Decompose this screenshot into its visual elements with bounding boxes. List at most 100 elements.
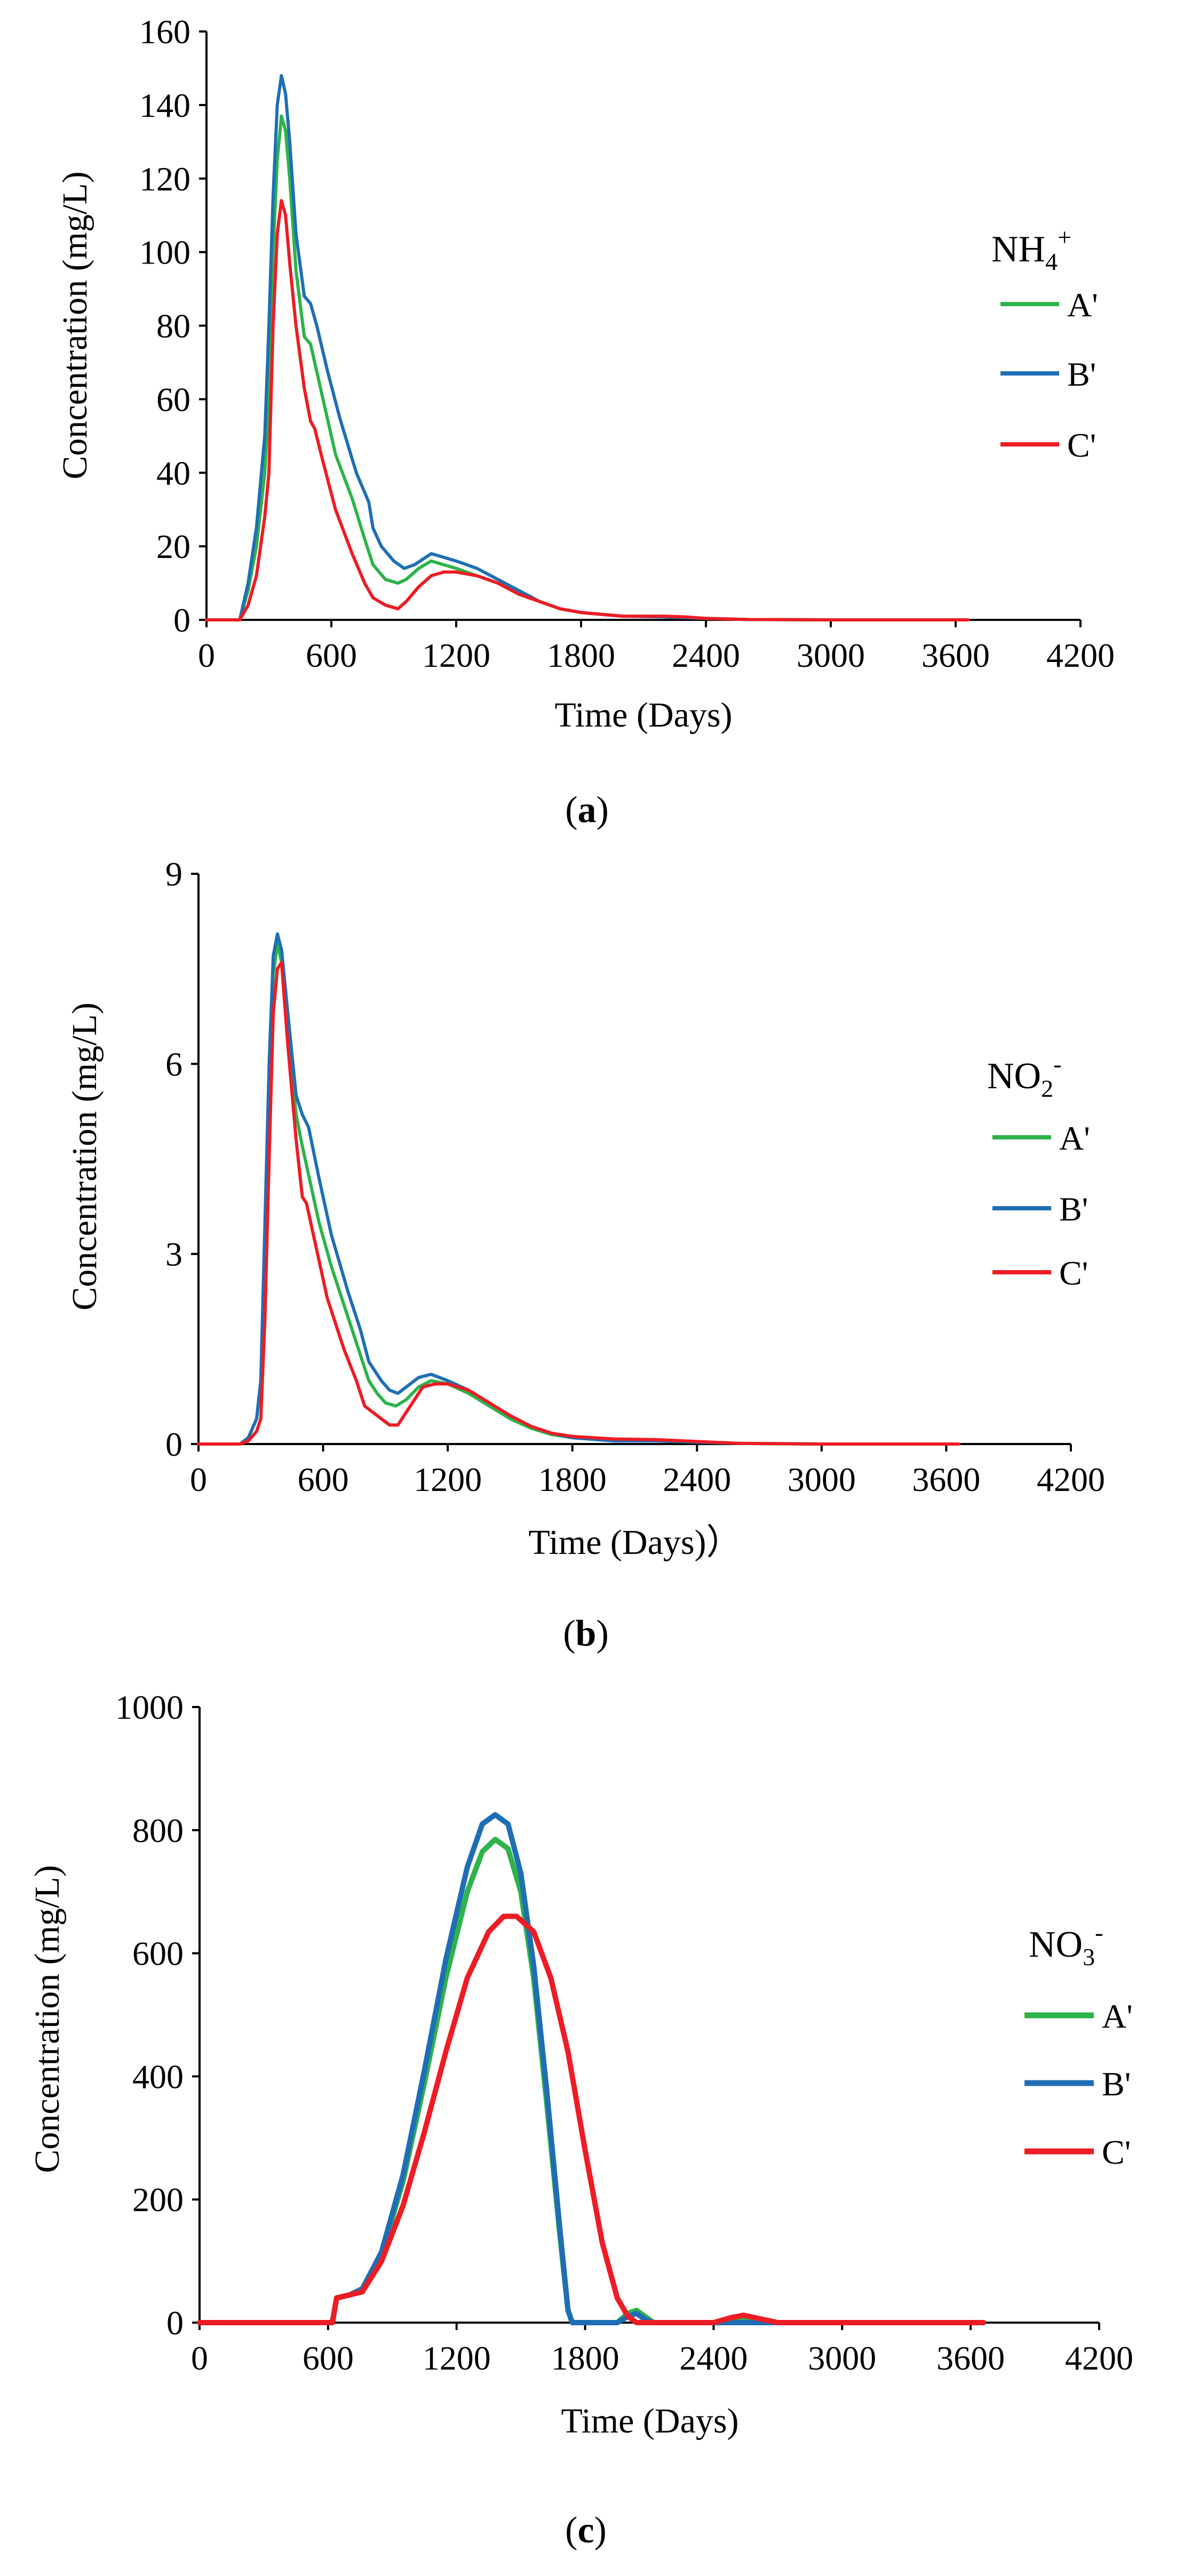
panel-a-x-tick-label: 3600 bbox=[921, 636, 990, 674]
panel-a-y-tick-label: 60 bbox=[156, 380, 190, 418]
panel-b-caption-letter: b bbox=[576, 1613, 597, 1654]
panel-b-series bbox=[197, 932, 960, 1446]
panel-b-x-tick-label: 600 bbox=[298, 1461, 349, 1498]
panel-c-series-a-line bbox=[197, 1837, 987, 2325]
panel-a-series-c-line bbox=[205, 199, 970, 621]
panel-a: 0 20 40 60 80 100 120 140 160 0 600 1200 1800 2400 30… bbox=[55, 13, 1115, 831]
panel-a-y-tick-label: 20 bbox=[156, 528, 190, 565]
panel-b-legend-title: NO2- bbox=[987, 1050, 1061, 1102]
panel-b-x-tick-label: 1800 bbox=[538, 1461, 607, 1498]
panel-b-legend-label-a: A' bbox=[1059, 1119, 1090, 1157]
panel-a-x-tick-label: 1800 bbox=[547, 636, 615, 674]
panel-b-x-tick-label: 0 bbox=[190, 1461, 207, 1498]
panel-a-y-ticks: 0 20 40 60 80 100 120 140 160 bbox=[139, 13, 206, 639]
panel-a-x-tick-label: 2400 bbox=[672, 636, 740, 674]
panel-b-legend-title-sub: 2 bbox=[1041, 1075, 1053, 1102]
panel-b-series-c-line bbox=[197, 961, 960, 1446]
panel-b-y-tick-label: 9 bbox=[165, 855, 182, 893]
panel-c-legend-label-c: C' bbox=[1102, 2133, 1131, 2171]
panel-b-x-tick-label: 2400 bbox=[663, 1461, 731, 1498]
panel-c-y-tick-label: 400 bbox=[132, 2057, 184, 2095]
panel-c-x-tick-label: 1200 bbox=[423, 2339, 491, 2377]
panel-a-legend-label-b: B' bbox=[1067, 355, 1096, 393]
panel-a-series-b-line bbox=[205, 74, 970, 621]
panel-c-caption-letter: c bbox=[577, 2510, 594, 2551]
panel-c-legend-title-sub: 3 bbox=[1083, 1943, 1095, 1971]
panel-a-x-ticks: 0 600 1200 1800 2400 3000 3600 4200 bbox=[198, 620, 1115, 674]
panel-b-legend-label-c: C' bbox=[1059, 1254, 1088, 1292]
panel-a-legend-title: NH4+ bbox=[991, 224, 1071, 275]
panel-c-y-ticks: 0 200 400 600 800 1000 bbox=[115, 1688, 200, 2342]
panel-c-x-axis-title: Time (Days) bbox=[561, 2402, 738, 2441]
panel-a-y-tick-label: 0 bbox=[173, 601, 190, 639]
panel-b-legend-title-main: NO bbox=[987, 1056, 1041, 1097]
panel-a-legend-title-sub: 4 bbox=[1045, 248, 1058, 275]
panel-a-y-tick-label: 80 bbox=[156, 307, 190, 345]
panel-c-legend: NO3- A' B' C' bbox=[1024, 1919, 1133, 2171]
panel-c-x-tick-label: 1800 bbox=[551, 2339, 619, 2377]
panel-a-y-tick-label: 140 bbox=[139, 86, 190, 124]
panel-c-x-tick-label: 4200 bbox=[1065, 2339, 1133, 2377]
panel-c-x-tick-label: 3000 bbox=[808, 2339, 876, 2377]
panel-c-series-c-line bbox=[197, 1913, 987, 2325]
panel-c-x-tick-label: 3600 bbox=[936, 2339, 1005, 2377]
panel-c-x-tick-label: 2400 bbox=[679, 2339, 748, 2377]
panel-b-y-tick-label: 6 bbox=[165, 1045, 182, 1083]
panel-b-y-axis-title: Concentration (mg/L) bbox=[65, 1002, 104, 1310]
panel-b-y-tick-label: 3 bbox=[165, 1235, 182, 1273]
panel-b-x-tick-label: 1200 bbox=[414, 1461, 482, 1498]
panel-b-x-axis-title: Time (Days)） bbox=[528, 1523, 741, 1562]
panel-a-x-tick-label: 4200 bbox=[1046, 636, 1115, 674]
panel-c-legend-title: NO3- bbox=[1029, 1919, 1103, 1971]
panel-a-legend-label-a: A' bbox=[1067, 286, 1098, 324]
panel-c-y-tick-label: 1000 bbox=[115, 1688, 184, 1726]
panel-a-legend-title-sup: + bbox=[1058, 224, 1071, 251]
panel-c-x-tick-label: 600 bbox=[303, 2339, 354, 2377]
panel-a-y-tick-label: 40 bbox=[156, 454, 190, 492]
panel-c-x-tick-label: 0 bbox=[191, 2339, 208, 2377]
panel-a-x-tick-label: 0 bbox=[198, 636, 215, 674]
panel-c-legend-label-a: A' bbox=[1102, 1997, 1133, 2035]
panel-c-legend-title-sup: - bbox=[1095, 1919, 1103, 1946]
panel-c-legend-title-main: NO bbox=[1029, 1924, 1083, 1965]
panel-a-y-tick-label: 160 bbox=[139, 13, 190, 51]
panel-c: 0 200 400 600 800 1000 0 600 1200 1800 2400 3000 36… bbox=[28, 1688, 1133, 2551]
panel-a-x-tick-label: 3000 bbox=[797, 636, 865, 674]
panel-a-series bbox=[205, 74, 970, 621]
panel-c-series-b-line bbox=[197, 1812, 987, 2325]
panel-c-series bbox=[197, 1812, 987, 2325]
panel-c-legend-label-b: B' bbox=[1102, 2065, 1131, 2103]
panel-b-caption: (b) bbox=[563, 1613, 609, 1654]
panel-b-y-ticks: 0 3 6 9 bbox=[165, 855, 198, 1463]
panel-b-series-a-line bbox=[197, 942, 960, 1446]
panel-a-series-a-line bbox=[205, 114, 970, 621]
panel-b-x-ticks: 0 600 1200 1800 2400 3000 3600 4200 bbox=[190, 1444, 1105, 1498]
panel-a-x-axis-title: Time (Days) bbox=[554, 696, 732, 735]
panel-b: 0 3 6 9 0 600 1200 1800 2400 3000 3600 4200 Concen… bbox=[65, 855, 1105, 1654]
panel-b-legend: NO2- A' B' C' bbox=[987, 1050, 1090, 1292]
panel-c-y-tick-label: 800 bbox=[132, 1812, 184, 1849]
panel-c-x-ticks: 0 600 1200 1800 2400 3000 3600 4200 bbox=[191, 2323, 1133, 2377]
panel-b-x-tick-label: 4200 bbox=[1037, 1461, 1105, 1498]
panel-b-x-tick-label: 3600 bbox=[912, 1461, 980, 1498]
panel-c-caption: (c) bbox=[565, 2510, 607, 2551]
panel-c-y-tick-label: 200 bbox=[132, 2181, 184, 2219]
panel-a-legend: NH4+ A' B' C' bbox=[991, 224, 1098, 464]
panel-b-y-tick-label: 0 bbox=[165, 1425, 182, 1463]
panel-a-legend-title-main: NH bbox=[991, 229, 1045, 270]
panel-a-x-tick-label: 600 bbox=[306, 636, 357, 674]
panel-b-series-b-line bbox=[197, 932, 960, 1446]
panel-a-caption-letter: a bbox=[578, 789, 597, 831]
panel-b-x-tick-label: 3000 bbox=[788, 1461, 856, 1498]
panel-c-y-axis-title: Concentration (mg/L) bbox=[28, 1865, 67, 2173]
panel-a-y-tick-label: 100 bbox=[139, 234, 190, 272]
panel-a-y-tick-label: 120 bbox=[139, 160, 190, 198]
panel-c-y-tick-label: 600 bbox=[132, 1935, 184, 1973]
panel-a-x-tick-label: 1200 bbox=[422, 636, 490, 674]
panel-a-caption: (a) bbox=[565, 789, 609, 831]
panel-a-y-axis-title: Concentration (mg/L) bbox=[55, 171, 94, 479]
panel-b-legend-title-sup: - bbox=[1053, 1050, 1061, 1078]
panel-a-legend-label-c: C' bbox=[1067, 426, 1096, 464]
panel-b-legend-label-b: B' bbox=[1059, 1190, 1088, 1228]
